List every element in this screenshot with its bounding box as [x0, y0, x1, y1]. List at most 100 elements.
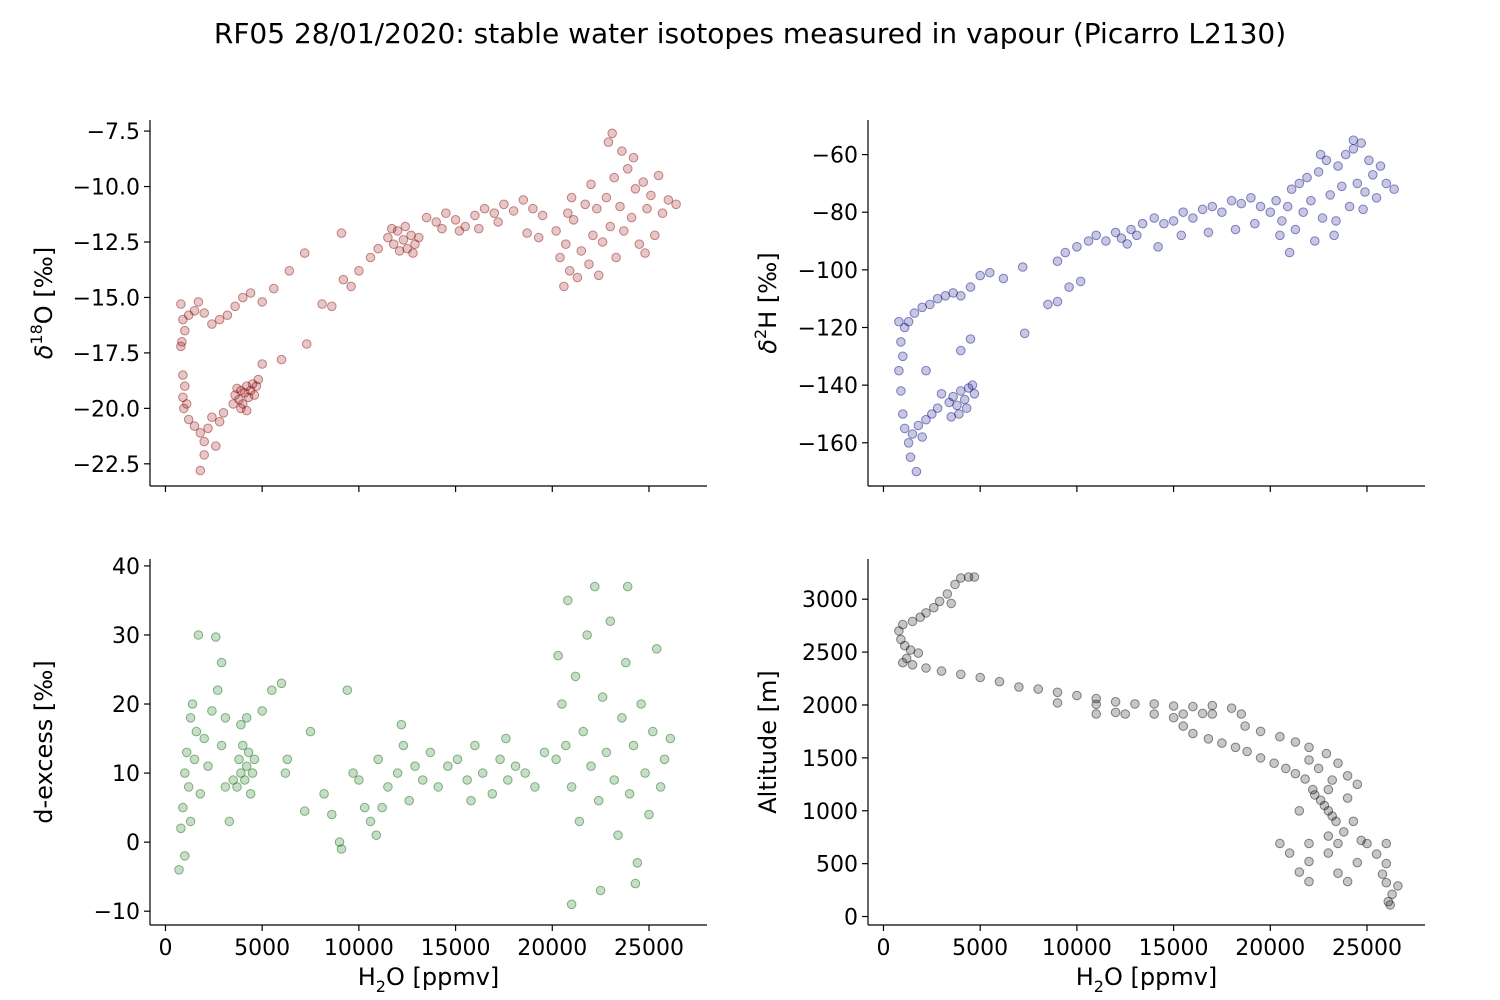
data-point — [1226, 703, 1237, 714]
data-point — [894, 316, 904, 327]
y-tick-label: −15.0 — [73, 286, 140, 311]
data-point — [533, 232, 544, 243]
data-point — [189, 754, 200, 765]
data-point — [917, 302, 928, 313]
data-point — [178, 370, 188, 380]
data-point — [621, 657, 631, 668]
data-point — [1360, 187, 1370, 197]
data-point — [245, 385, 256, 396]
data-point — [1333, 868, 1343, 879]
data-point — [959, 394, 970, 405]
data-point — [907, 429, 918, 439]
data-point — [1019, 328, 1030, 339]
data-point — [965, 282, 976, 292]
data-point — [404, 795, 415, 806]
data-point — [373, 243, 384, 254]
data-point — [251, 381, 262, 392]
y-tick-label: −20.0 — [73, 397, 140, 422]
data-point — [651, 644, 662, 654]
data-point — [932, 293, 943, 304]
data-point — [178, 314, 188, 325]
data-point — [1333, 161, 1343, 171]
data-point — [1230, 224, 1241, 235]
data-point — [183, 310, 194, 321]
data-point — [1230, 742, 1241, 753]
data-point — [1321, 155, 1332, 166]
data-point — [624, 789, 635, 799]
data-point — [1110, 227, 1121, 238]
data-point — [586, 179, 596, 190]
data-point — [655, 782, 666, 792]
data-point — [1281, 763, 1291, 774]
data-point — [402, 243, 413, 254]
data-point — [183, 414, 194, 425]
data-point — [346, 281, 356, 292]
data-point — [921, 365, 931, 376]
data-point — [247, 768, 258, 778]
data-point — [1302, 172, 1312, 183]
data-point — [921, 414, 931, 425]
data-point — [580, 199, 591, 210]
data-point — [189, 306, 200, 316]
data-point — [230, 390, 240, 400]
data-point — [597, 237, 608, 247]
data-point — [1294, 867, 1305, 877]
data-point — [1348, 816, 1359, 827]
data-point — [462, 775, 473, 785]
x-tick-label: 20000 — [517, 936, 587, 961]
data-point — [236, 403, 246, 414]
data-point — [1168, 216, 1179, 226]
data-point — [240, 388, 250, 398]
data-point — [240, 775, 250, 785]
data-point — [929, 602, 939, 613]
data-point — [189, 421, 200, 431]
data-point — [1064, 282, 1074, 292]
data-point — [1168, 712, 1179, 723]
data-point — [965, 334, 976, 344]
data-point — [1344, 201, 1355, 212]
data-point — [359, 802, 370, 813]
data-point — [1043, 299, 1053, 310]
data-point — [383, 232, 393, 243]
data-point — [1342, 771, 1353, 781]
data-point — [640, 248, 650, 258]
data-point — [1265, 207, 1276, 217]
data-point — [1203, 734, 1214, 744]
data-point — [1306, 195, 1316, 206]
panel-altitude-vs-h2o: 0 5000 10000 15000 20000 25000 0 500 1000 1500 200… — [754, 559, 1425, 996]
data-point — [305, 726, 316, 737]
data-point — [963, 383, 974, 393]
data-point — [574, 816, 585, 827]
data-point — [1327, 775, 1337, 785]
data-point — [609, 775, 620, 785]
x-tick-label: 25000 — [1332, 936, 1402, 961]
data-point — [474, 223, 484, 234]
panel-delta2H-vs-h2o: −160 −140 −120 −100 −80 −60 δ2H [‰] — [751, 120, 1425, 492]
data-point — [630, 184, 641, 194]
data-point — [1313, 763, 1324, 774]
data-point — [180, 381, 190, 392]
y-tick-label: 2000 — [802, 694, 858, 719]
data-point — [584, 259, 594, 270]
data-point — [211, 441, 221, 451]
data-point — [894, 626, 904, 636]
data-point — [1250, 218, 1260, 229]
data-point — [956, 669, 966, 680]
data-point — [398, 740, 409, 751]
data-point — [211, 632, 221, 642]
data-point — [940, 291, 951, 301]
data-point — [1072, 690, 1082, 701]
data-point — [617, 146, 627, 156]
data-point — [1294, 806, 1305, 816]
data-point — [433, 782, 444, 792]
data-point — [1290, 224, 1301, 235]
data-point — [1052, 296, 1063, 307]
data-point — [176, 341, 186, 352]
data-point — [241, 713, 252, 723]
data-point — [1197, 204, 1208, 215]
data-point — [1017, 262, 1028, 272]
data-point — [553, 650, 563, 661]
x-tick-label: 0 — [158, 936, 172, 961]
data-point — [493, 217, 503, 227]
data-point — [1149, 699, 1159, 709]
